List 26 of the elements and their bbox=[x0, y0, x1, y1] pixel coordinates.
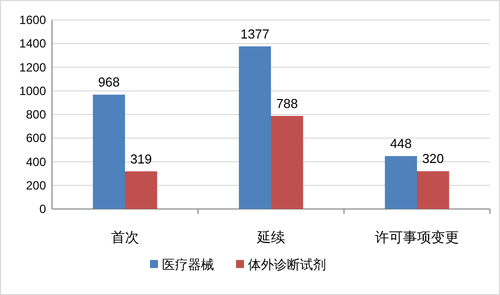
bar bbox=[384, 156, 417, 209]
legend-label: 体外诊断试剂 bbox=[248, 257, 326, 272]
y-tick-label: 600 bbox=[26, 131, 46, 146]
y-tick-label: 1400 bbox=[19, 36, 46, 51]
bar bbox=[417, 171, 450, 209]
data-label: 788 bbox=[276, 96, 298, 111]
bar bbox=[238, 46, 271, 209]
y-tick-label: 1000 bbox=[19, 84, 46, 98]
x-tick-label: 延续 bbox=[256, 229, 285, 245]
y-tick-label: 1200 bbox=[19, 60, 46, 74]
y-tick-label: 200 bbox=[26, 178, 46, 192]
data-label: 448 bbox=[390, 136, 412, 152]
data-label: 320 bbox=[422, 151, 444, 166]
x-tick-label: 首次 bbox=[111, 229, 139, 245]
legend-label: 医疗器械 bbox=[162, 257, 214, 272]
bar bbox=[92, 94, 125, 209]
data-label: 1377 bbox=[240, 26, 270, 42]
y-tick-label: 0 bbox=[39, 202, 46, 216]
y-tick-label: 400 bbox=[26, 154, 46, 169]
y-tick-label: 1600 bbox=[19, 13, 46, 27]
data-label: 319 bbox=[130, 151, 152, 166]
y-tick-label: 800 bbox=[26, 108, 46, 122]
x-tick-label: 许可事项变更 bbox=[375, 229, 459, 245]
bar bbox=[271, 116, 304, 209]
data-label: 968 bbox=[98, 74, 120, 90]
bar bbox=[125, 171, 158, 209]
